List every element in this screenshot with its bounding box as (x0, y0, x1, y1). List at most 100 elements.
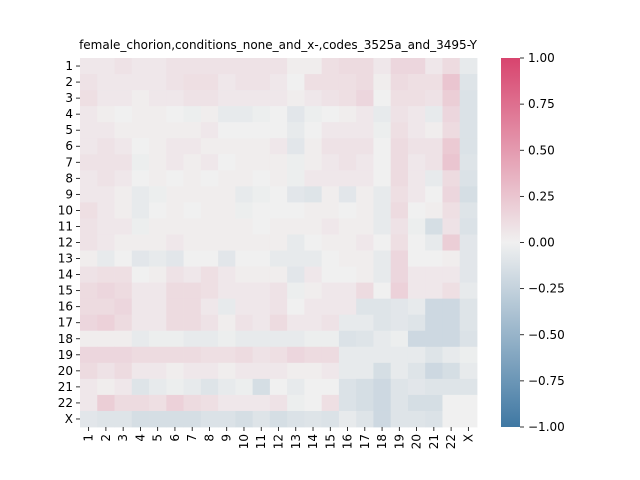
heatmap-cell-13-5 (149, 250, 167, 267)
heatmap-cell-6-14 (304, 138, 323, 155)
heatmap-cell-21-21 (425, 378, 443, 396)
heatmap-cell-10-2 (97, 202, 115, 219)
heatmap-cell-10-6 (166, 202, 184, 219)
heatmap-cell-9-7 (183, 186, 202, 203)
heatmap-cell-21-7 (183, 378, 202, 396)
heatmap-cell-1-10 (235, 58, 254, 75)
heatmap-cell-20-12 (269, 362, 288, 380)
heatmap-cell-9-15 (321, 186, 340, 203)
heatmap-cell-2-2 (97, 74, 115, 91)
heatmap-cell-5-21 (425, 122, 443, 139)
heatmap-cell-X-6 (166, 410, 184, 428)
heatmap-cell-3-2 (97, 90, 115, 107)
heatmap-cell-18-1 (80, 330, 98, 348)
heatmap-cell-3-11 (252, 90, 271, 107)
heatmap-cell-9-X (459, 186, 478, 203)
heatmap-cell-4-21 (425, 106, 443, 123)
heatmap-cell-6-1 (80, 138, 98, 155)
heatmap-cell-15-10 (235, 282, 254, 300)
heatmap-cell-14-17 (356, 266, 374, 284)
heatmap-cell-6-7 (183, 138, 202, 155)
heatmap-cell-5-14 (304, 122, 323, 139)
heatmap-cell-1-12 (269, 58, 288, 75)
heatmap-cell-9-4 (131, 186, 150, 203)
heatmap-cell-3-12 (269, 90, 288, 107)
heatmap-cell-8-3 (114, 170, 133, 187)
heatmap-cell-15-1 (80, 282, 98, 300)
heatmap-cell-2-13 (287, 74, 305, 91)
heatmap-cell-15-18 (373, 282, 392, 300)
heatmap-cell-20-11 (252, 362, 271, 380)
heatmap-cell-21-10 (235, 378, 254, 396)
heatmap-cell-12-11 (252, 234, 271, 251)
y-tick-label: 5 (65, 123, 73, 137)
heatmap-cell-4-3 (114, 106, 133, 123)
heatmap-cell-22-7 (183, 394, 202, 412)
heatmap-cell-9-14 (304, 186, 323, 203)
heatmap-cell-8-1 (80, 170, 98, 187)
heatmap-cell-8-20 (407, 170, 426, 187)
heatmap-cell-8-21 (425, 170, 443, 187)
heatmap-cell-17-17 (356, 314, 374, 332)
heatmap-cell-20-4 (131, 362, 150, 380)
heatmap-cell-6-2 (97, 138, 115, 155)
heatmap-cell-8-19 (390, 170, 409, 187)
heatmap-cell-11-4 (131, 218, 150, 235)
heatmap-cell-10-13 (287, 202, 305, 219)
heatmap-cell-2-22 (442, 74, 461, 91)
heatmap-cell-12-2 (97, 234, 115, 251)
heatmap-cell-20-18 (373, 362, 392, 380)
heatmap-cell-17-7 (183, 314, 202, 332)
heatmap-cell-12-8 (200, 234, 219, 251)
heatmap-cell-5-2 (97, 122, 115, 139)
heatmap-cell-15-9 (218, 282, 236, 300)
heatmap-cell-3-3 (114, 90, 133, 107)
heatmap-cell-6-12 (269, 138, 288, 155)
heatmap-cell-7-6 (166, 154, 184, 171)
heatmap-cell-10-1 (80, 202, 98, 219)
heatmap-cell-6-6 (166, 138, 184, 155)
heatmap-cell-12-19 (390, 234, 409, 251)
heatmap-cell-19-2 (97, 346, 115, 364)
heatmap-cell-X-13 (287, 410, 305, 428)
heatmap-cell-19-11 (252, 346, 271, 364)
heatmap-cell-5-11 (252, 122, 271, 139)
heatmap-cell-15-16 (338, 282, 357, 300)
heatmap-cell-22-8 (200, 394, 219, 412)
heatmap-cell-21-11 (252, 378, 271, 396)
heatmap-cell-4-X (459, 106, 478, 123)
heatmap-cell-8-10 (235, 170, 254, 187)
heatmap-cell-19-3 (114, 346, 133, 364)
heatmap-cell-18-6 (166, 330, 184, 348)
heatmap-cell-21-4 (131, 378, 150, 396)
heatmap-cell-22-3 (114, 394, 133, 412)
heatmap-cell-19-1 (80, 346, 98, 364)
heatmap-cell-14-12 (269, 266, 288, 284)
heatmap-cell-16-6 (166, 298, 184, 316)
heatmap-cell-15-3 (114, 282, 133, 300)
heatmap-cell-18-2 (97, 330, 115, 348)
heatmap-cell-4-11 (252, 106, 271, 123)
heatmap-cell-5-20 (407, 122, 426, 139)
heatmap-cell-10-16 (338, 202, 357, 219)
heatmap-cell-6-8 (200, 138, 219, 155)
x-tick-label: 14 (306, 434, 320, 449)
heatmap-cell-6-18 (373, 138, 392, 155)
x-tick-label: 11 (254, 434, 268, 449)
heatmap-cell-11-2 (97, 218, 115, 235)
heatmap-cell-19-5 (149, 346, 167, 364)
heatmap-cell-20-16 (338, 362, 357, 380)
heatmap-cell-16-22 (442, 298, 461, 316)
heatmap-cell-10-12 (269, 202, 288, 219)
heatmap-cell-5-22 (442, 122, 461, 139)
x-tick-label: 12 (272, 434, 286, 449)
heatmap-cell-11-18 (373, 218, 392, 235)
heatmap-cell-4-2 (97, 106, 115, 123)
heatmap-cell-16-18 (373, 298, 392, 316)
heatmap-cell-20-5 (149, 362, 167, 380)
heatmap-cell-2-3 (114, 74, 133, 91)
heatmap-cell-7-15 (321, 154, 340, 171)
heatmap-cell-8-6 (166, 170, 184, 187)
y-tick-label: 21 (58, 380, 73, 394)
heatmap-cell-22-18 (373, 394, 392, 412)
